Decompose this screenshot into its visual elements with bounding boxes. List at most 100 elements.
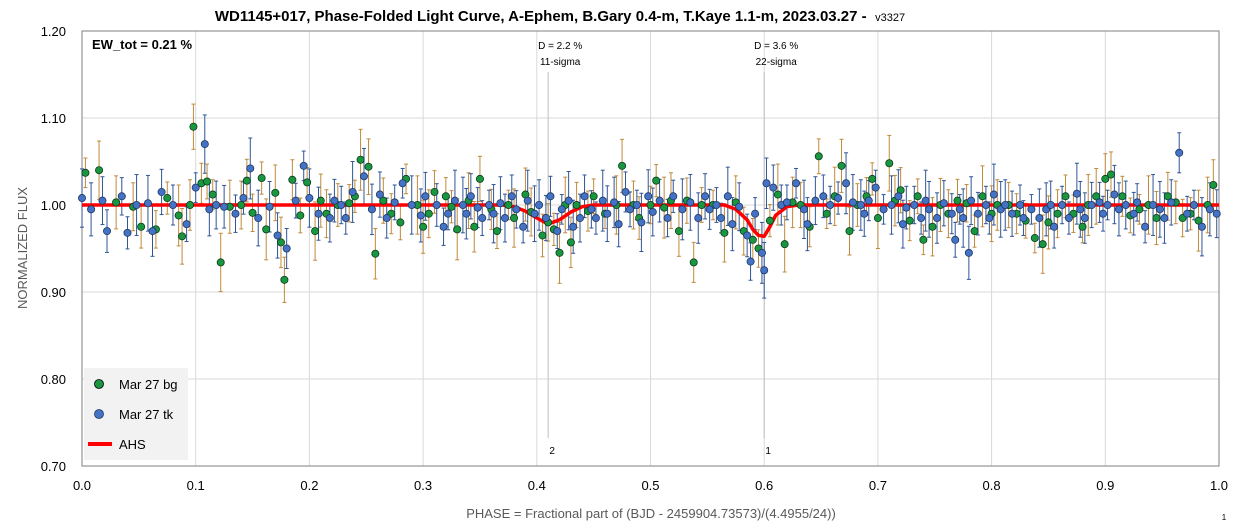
data-point-tk [959,214,968,223]
data-point-tk [576,214,585,223]
data-point-tk [168,200,177,209]
data-point-tk [1001,200,1010,209]
data-point-tk [1114,205,1123,214]
data-point-tk [1080,214,1089,223]
data-point-tk [902,203,911,212]
data-point-tk [325,214,334,223]
data-point-bg [1118,192,1127,201]
data-point-tk [239,194,248,203]
y-tick-label: 0.90 [41,285,66,300]
data-point-bg [1163,192,1172,201]
chart-title-version: v3327 [875,12,905,24]
data-point-bg [493,227,502,236]
data-point-bg [953,196,962,205]
data-point-bg [905,216,914,225]
data-point-tk [530,209,539,218]
data-point-tk [842,179,851,188]
data-point-tk [282,244,291,253]
legend-label-bg: Mar 27 bg [119,377,178,392]
data-point-tk [1099,209,1108,218]
data-point-tk [1133,198,1142,207]
data-point-bg [257,174,266,183]
data-point-bg [203,177,212,186]
data-point-tk [834,194,843,203]
data-point-tk [519,222,528,231]
data-point-tk [1050,222,1059,231]
data-point-tk [450,196,459,205]
data-point-tk [871,183,880,192]
x-tick-label: 0.9 [1096,478,1114,493]
data-point-bg [720,228,729,237]
data-point-bg [589,192,598,201]
data-point-tk [705,205,714,214]
data-point-tk [769,183,778,192]
data-point-tk [458,200,467,209]
data-point-tk [760,266,769,275]
legend-label-tk: Mar 27 tk [119,407,174,422]
data-point-tk [200,140,209,149]
data-point-tk [439,222,448,231]
data-point-tk [587,205,596,214]
data-point-bg [660,203,669,212]
ew-total-label: EW_tot = 0.21 % [92,37,192,52]
y-tick-label: 1.10 [41,111,66,126]
legend-item-bg: Mar 27 bg [94,377,178,392]
data-point-tk [143,199,152,208]
data-point-tk [87,205,96,214]
data-point-bg [773,190,782,199]
data-point-tk [148,227,157,236]
data-point-tk [103,227,112,236]
x-axis-label: PHASE = Fractional part of (BJD - 245990… [466,506,836,521]
data-point-tk [917,214,926,223]
data-point-tk [626,205,635,214]
data-point-bg [572,200,581,209]
data-point-tk [826,200,835,209]
dip-annotation-text: D = 2.2 % [538,41,582,52]
data-point-tk [1076,205,1085,214]
data-point-bg [1101,174,1110,183]
data-point-tk [1141,222,1150,231]
data-point-bg [430,187,439,196]
data-point-tk [887,200,896,209]
data-point-tk [964,248,973,257]
data-point-bg [396,218,405,227]
data-point-tk [701,192,710,201]
x-tick-label: 0.7 [869,478,887,493]
data-point-bg [364,162,373,171]
data-point-bg [453,225,462,234]
data-point-bg [510,214,519,223]
data-point-bg [316,196,325,205]
data-point-bg [646,200,655,209]
data-point-bg [271,188,280,197]
data-point-tk [557,205,566,214]
data-point-tk [951,235,960,244]
data-point-tk [933,214,942,223]
data-point-bg [280,275,289,284]
data-point-bg [81,168,90,177]
data-point-bg [697,200,706,209]
data-point-tk [462,209,471,218]
data-point-tk [191,183,200,192]
data-point-tk [644,192,653,201]
data-point-bg [356,155,365,164]
data-point-tk [564,196,573,205]
data-point-tk [1149,200,1158,209]
x-tick-label: 0.4 [528,478,546,493]
data-point-tk [220,202,229,211]
data-point-tk [496,199,505,208]
data-point-bg [689,258,698,267]
data-point-bg [419,222,428,231]
data-point-bg [276,238,285,247]
data-point-tk [723,192,732,201]
data-point-tk [879,205,888,214]
data-point-bg [248,208,257,217]
legend-marker-tk [94,409,104,419]
data-point-tk [663,214,672,223]
data-point-tk [98,196,107,205]
data-point-tk [598,196,607,205]
data-point-tk [546,192,555,201]
data-point-tk [375,190,384,199]
x-tick-label: 0.6 [755,478,773,493]
data-point-tk [273,231,282,240]
data-point-bg [1030,234,1039,243]
